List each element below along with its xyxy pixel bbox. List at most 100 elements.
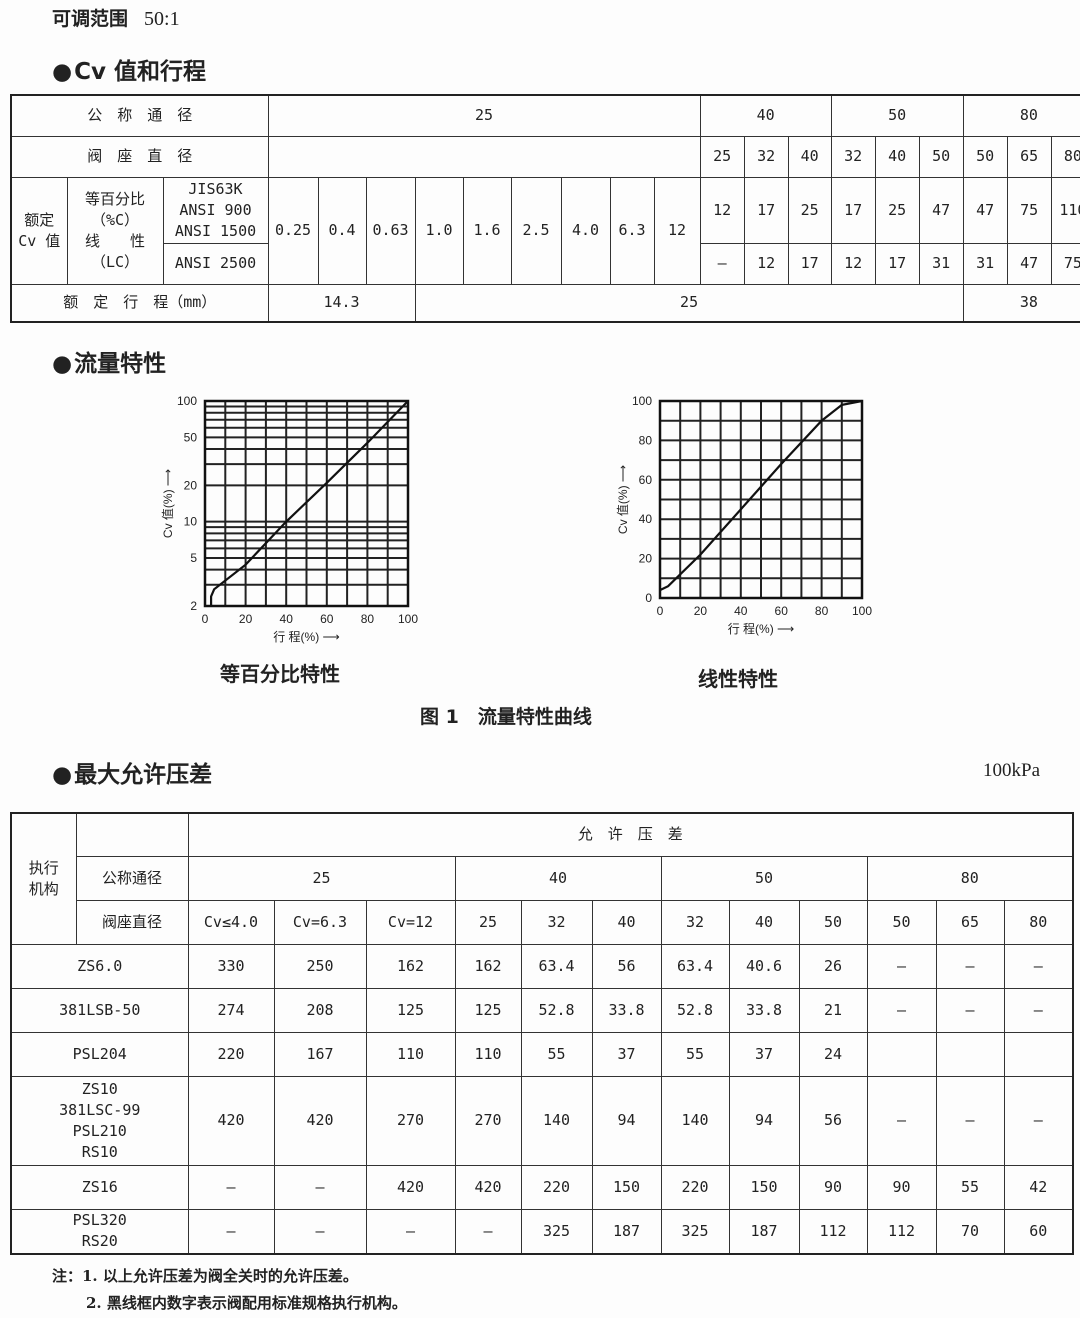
table-row: 公称通径 25 40 50 80: [11, 855, 1074, 901]
table-cell: ZS10 381LSC-99 PSL210 RS10: [10, 1075, 189, 1166]
table-cell: 125: [365, 987, 456, 1033]
table-cell: 0.4: [317, 176, 367, 285]
table-cell: 38: [962, 283, 1080, 323]
table-row: 381LSB-50 274 208 125 125 52.8 33.8 52.8 33.8 21—…: [10, 987, 1074, 1033]
table-cell: —: [866, 1075, 937, 1166]
table-cell: [75, 812, 189, 857]
table-cell: 47: [962, 176, 1008, 244]
table-cell: 阀 座 直 径: [10, 135, 269, 178]
table-cell: 55: [935, 1164, 1005, 1210]
y-tick-label: 20: [184, 478, 198, 492]
table-cell: 12: [743, 242, 789, 285]
table-cell: 25: [787, 176, 832, 244]
table-cell: 330: [187, 943, 275, 989]
table-cell: 40: [699, 94, 832, 137]
table-cell: 90: [798, 1164, 868, 1210]
table-cell: 17: [787, 242, 832, 285]
table-cell: 12: [653, 176, 701, 285]
flow-section-title: 流量特性: [52, 344, 166, 378]
table-cell: 额定 Cv 值: [10, 176, 68, 285]
table-cell: 63.4: [520, 943, 593, 989]
y-tick-label: 100: [177, 394, 197, 408]
x-tick-label: 40: [734, 604, 748, 618]
x-tick-label: 0: [657, 604, 664, 618]
table-cell: 94: [591, 1075, 662, 1166]
table-cell: 32: [743, 135, 789, 178]
table-cell: 25: [454, 899, 522, 945]
table-cell: 31: [962, 242, 1008, 285]
table-cell: 33.8: [728, 987, 800, 1033]
table-cell: 40: [787, 135, 832, 178]
table-cell: 50: [830, 94, 964, 137]
table-cell: 40: [454, 855, 662, 901]
table-cell: 12: [830, 242, 876, 285]
table-cell: —: [273, 1208, 367, 1255]
table-cell: 167: [273, 1031, 367, 1077]
x-tick-label: 20: [239, 612, 253, 626]
table-cell: [1003, 1031, 1074, 1077]
table-cell: —: [866, 943, 937, 989]
table-cell: 25: [699, 135, 745, 178]
table-cell: 公称通径: [75, 855, 189, 901]
table-cell: 公 称 通 径: [10, 94, 269, 137]
table-cell: 162: [365, 943, 456, 989]
table-cell: 25: [874, 176, 920, 244]
range-label: 可调范围: [52, 8, 129, 30]
table-cell: 31: [918, 242, 964, 285]
table-cell: Cv=6.3: [273, 899, 367, 945]
table-cell: —: [935, 943, 1005, 989]
table-cell: —: [866, 987, 937, 1033]
table-cell: PSL320 RS20: [10, 1208, 189, 1255]
equal-percentage-caption: 等百分比特性: [220, 662, 340, 686]
table-cell: 40.6: [728, 943, 800, 989]
table-cell: 52.8: [660, 987, 730, 1033]
table-cell: 60: [1003, 1208, 1074, 1255]
table-cell: 55: [660, 1031, 730, 1077]
table-cell: 等百分比 （%C） 线 性 （LC）: [66, 176, 164, 285]
table-cell: —: [1003, 987, 1074, 1033]
table-cell: 50: [660, 855, 868, 901]
table-row: PSL320 RS20— — — —325 187 325 187 112 112 70 60: [10, 1208, 1074, 1255]
table-cell: 220: [520, 1164, 593, 1210]
table-cell: 42: [1003, 1164, 1074, 1210]
table-cell: 420: [365, 1164, 456, 1210]
table-cell: 140: [520, 1075, 593, 1166]
table-cell: —: [187, 1208, 275, 1255]
table-cell: 250: [273, 943, 367, 989]
table-cell: 执行 机构: [10, 812, 77, 945]
table-cell: 325: [520, 1208, 593, 1255]
x-tick-label: 80: [361, 612, 375, 626]
table-cell: 70: [935, 1208, 1005, 1255]
x-tick-label: 60: [320, 612, 334, 626]
table-cell: 65: [1006, 135, 1052, 178]
table-cell: 125: [454, 987, 522, 1033]
table-cell: 25: [267, 94, 701, 137]
table-cell: 32: [660, 899, 730, 945]
table-cell: 75: [1050, 242, 1080, 285]
x-axis-label: 行 程(%) ⟶: [728, 621, 795, 636]
table-cell: 381LSB-50: [10, 987, 189, 1033]
table-cell: 420: [454, 1164, 522, 1210]
table-cell: 25: [187, 855, 456, 901]
plot-frame: [203, 399, 410, 608]
table-cell: 17: [743, 176, 789, 244]
table-cell: —: [935, 1075, 1005, 1166]
y-tick-label: 2: [190, 599, 197, 613]
table-cell: 37: [728, 1031, 800, 1077]
table-cell: 0.25: [267, 176, 319, 285]
table-cell: 6.3: [609, 176, 655, 285]
table-cell: 270: [454, 1075, 522, 1166]
linear-caption: 线性特性: [698, 667, 778, 691]
table-cell: 270: [365, 1075, 456, 1166]
table-cell: 40: [874, 135, 920, 178]
table-row: 额定 Cv 值等百分比 （%C） 线 性 （LC） JIS63K ANSI 900…: [10, 176, 1080, 285]
table-cell: PSL204: [10, 1031, 189, 1077]
table-cell: 1.0: [414, 176, 464, 285]
linear-chart: 0 20 40 60 80 100 0 20 40 60 80 100 行 程(%) ⟶ Cv 值(%) …: [615, 394, 872, 636]
table-cell: 47: [1006, 242, 1052, 285]
x-tick-label: 80: [815, 604, 829, 618]
table-cell: 220: [187, 1031, 275, 1077]
cv-stroke-table: 公 称 通 径 25 40 50 80 阀 座 直 径 25 32 40 32 40 50 50 65 80…: [10, 94, 1080, 323]
table-cell: Cv≤4.0: [187, 899, 275, 945]
